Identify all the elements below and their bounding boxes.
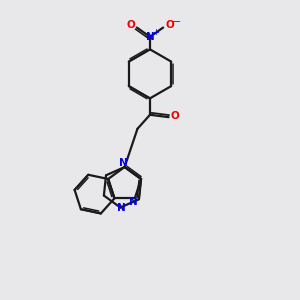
- Text: N: N: [146, 32, 154, 42]
- Text: +: +: [152, 28, 159, 37]
- Text: O: O: [165, 20, 174, 31]
- Text: N: N: [118, 202, 126, 212]
- Text: O: O: [126, 20, 135, 31]
- Text: N: N: [129, 197, 138, 207]
- Text: −: −: [172, 17, 181, 27]
- Text: O: O: [170, 111, 179, 121]
- Text: N: N: [119, 158, 128, 168]
